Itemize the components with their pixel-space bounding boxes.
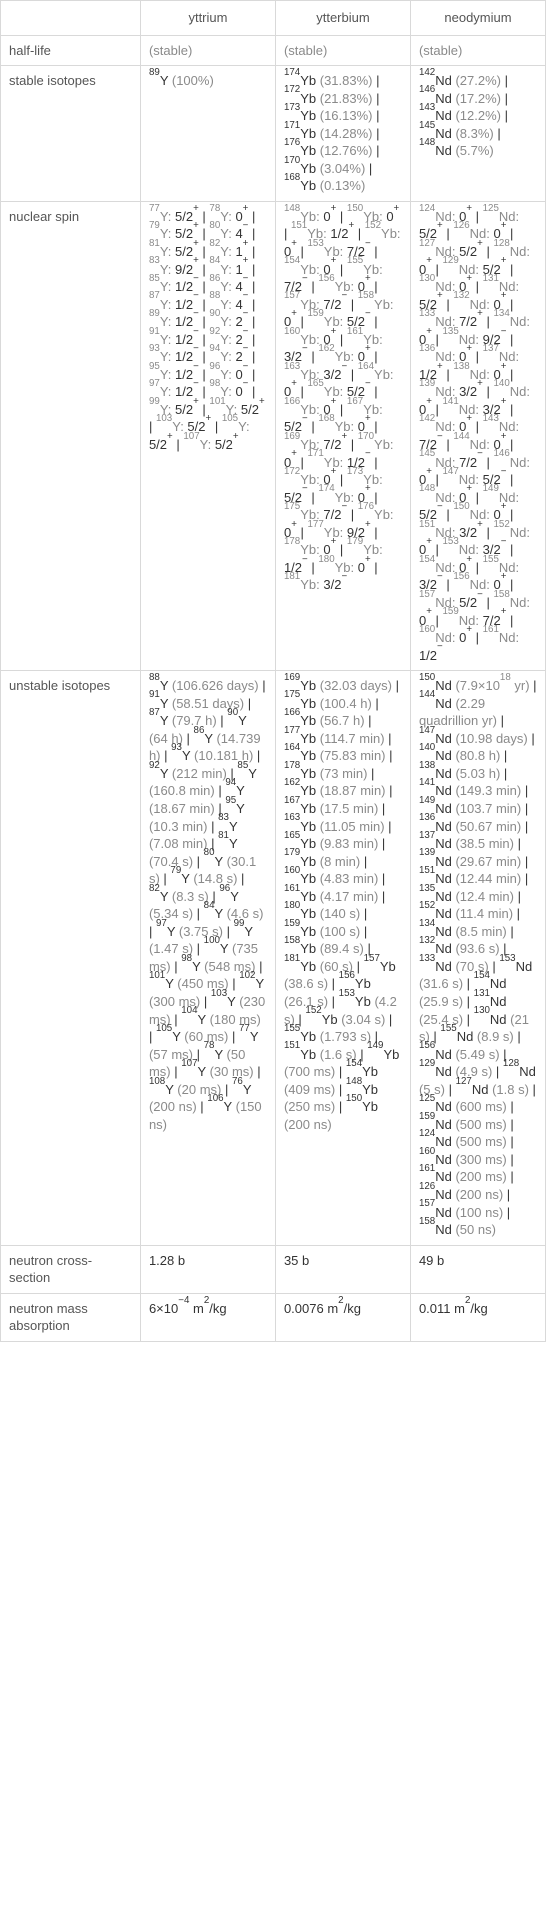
col-header-yttrium: yttrium: [140, 1, 275, 36]
table-body: half-life(stable)(stable)(stable)stable …: [1, 35, 546, 1341]
table-cell: 0.0076 m2/kg: [275, 1293, 410, 1341]
table-cell: 77Y: 5/2+ | 78Y: 0+ | 79Y: 5/2+ | 80Y: 4…: [140, 201, 275, 670]
col-header-neodymium: neodymium: [410, 1, 545, 36]
table-row: stable isotopes89Y (100%)174Yb (31.83%) …: [1, 66, 546, 202]
table-cell: (stable): [410, 35, 545, 66]
table-cell: 169Yb (32.03 days) | 175Yb (100.4 h) | 1…: [275, 671, 410, 1246]
table-cell: 148Yb: 0+ | 150Yb: 0+ | 151Yb: 1/2+ | 15…: [275, 201, 410, 670]
table-row: half-life(stable)(stable)(stable): [1, 35, 546, 66]
table-cell: 1.28 b: [140, 1245, 275, 1293]
table-cell: 142Nd (27.2%) | 146Nd (17.2%) | 143Nd (1…: [410, 66, 545, 202]
table-row: neutron cross-section1.28 b35 b49 b: [1, 1245, 546, 1293]
table-cell: (stable): [140, 35, 275, 66]
table-cell: 124Nd: 0+ | 125Nd: 5/2+ | 126Nd: 0+ | 12…: [410, 201, 545, 670]
table-cell: (stable): [275, 35, 410, 66]
table-row: unstable isotopes88Y (106.626 days) | 91…: [1, 671, 546, 1246]
table-cell: 6×10−4 m2/kg: [140, 1293, 275, 1341]
row-label: neutron mass absorption: [1, 1293, 141, 1341]
col-header-blank: [1, 1, 141, 36]
table-cell: 0.011 m2/kg: [410, 1293, 545, 1341]
row-label: nuclear spin: [1, 201, 141, 670]
col-header-ytterbium: ytterbium: [275, 1, 410, 36]
element-properties-table: yttrium ytterbium neodymium half-life(st…: [0, 0, 546, 1342]
table-header-row: yttrium ytterbium neodymium: [1, 1, 546, 36]
table-row: nuclear spin77Y: 5/2+ | 78Y: 0+ | 79Y: 5…: [1, 201, 546, 670]
table-cell: 49 b: [410, 1245, 545, 1293]
row-label: unstable isotopes: [1, 671, 141, 1246]
table-cell: 150Nd (7.9×1018 yr) | 144Nd (2.29 quadri…: [410, 671, 545, 1246]
table-cell: 89Y (100%): [140, 66, 275, 202]
table-cell: 174Yb (31.83%) | 172Yb (21.83%) | 173Yb …: [275, 66, 410, 202]
row-label: neutron cross-section: [1, 1245, 141, 1293]
table-cell: 35 b: [275, 1245, 410, 1293]
row-label: stable isotopes: [1, 66, 141, 202]
table-row: neutron mass absorption6×10−4 m2/kg0.007…: [1, 1293, 546, 1341]
row-label: half-life: [1, 35, 141, 66]
table-cell: 88Y (106.626 days) | 91Y (58.51 days) | …: [140, 671, 275, 1246]
